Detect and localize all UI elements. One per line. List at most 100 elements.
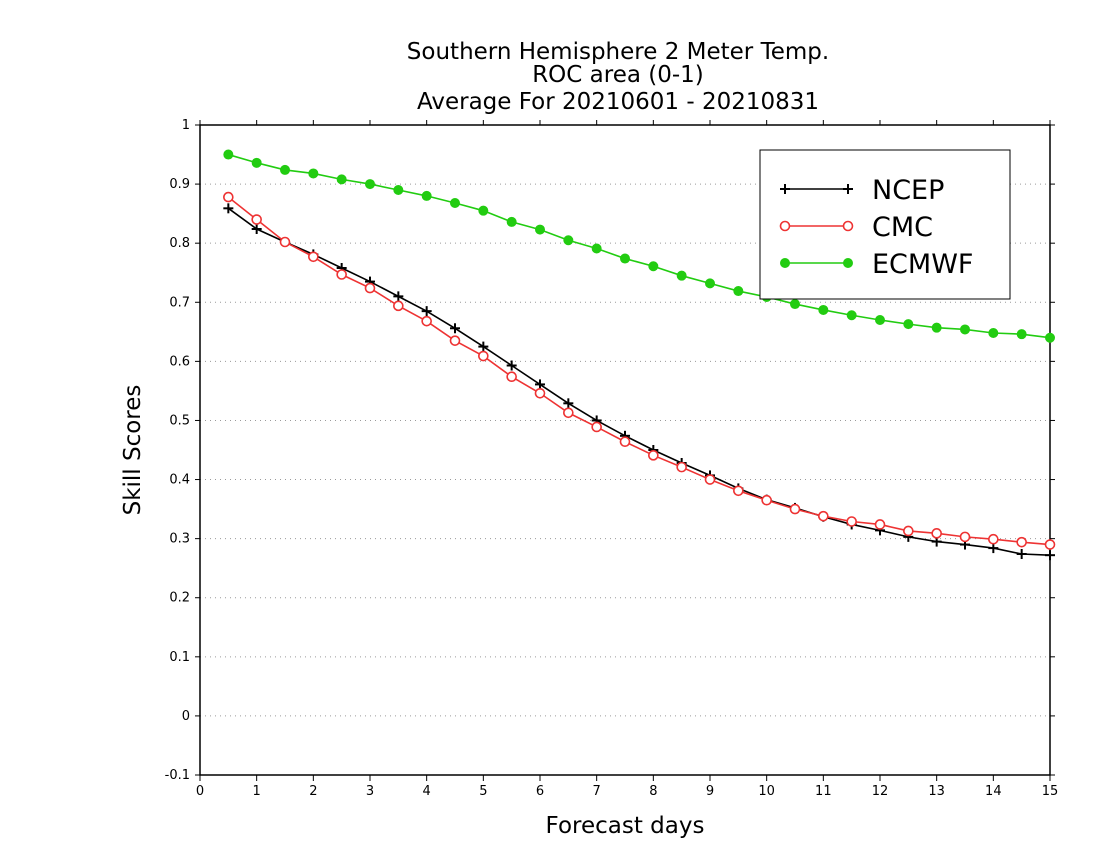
- data-point-ecmwf: [223, 149, 234, 160]
- grid: [200, 183, 1050, 717]
- data-point-cmc: [393, 300, 404, 312]
- legend-label-ecmwf: ECMWF: [872, 249, 973, 280]
- data-point-ncep: [478, 341, 489, 352]
- data-point-ecmwf: [960, 324, 970, 335]
- legend-entry-ncep: NCEP: [780, 175, 944, 206]
- legend-entry-cmc: CMC: [779, 212, 933, 243]
- data-point-ecmwf: [421, 190, 432, 201]
- data-point-ecmwf: [478, 205, 489, 216]
- data-point-ecmwf: [676, 270, 687, 281]
- x-tick-label: 14: [985, 784, 1002, 799]
- data-point-cmc: [619, 436, 631, 448]
- data-point-ecmwf: [308, 168, 319, 179]
- data-point-cmc: [818, 510, 829, 522]
- tick-labels: -0.100.10.20.30.40.50.60.70.80.910 1 2 3 4 5 6…: [165, 118, 1059, 799]
- y-tick-label: 0.6: [169, 354, 190, 369]
- data-point-ecmwf: [931, 322, 942, 333]
- chart-title-line-3: Average For 20210601 - 20210831: [417, 89, 819, 115]
- y-tick-label: 0.3: [169, 532, 190, 547]
- legend-label-ncep: NCEP: [872, 175, 944, 206]
- data-point-cmc: [223, 191, 234, 203]
- x-tick-label: 11: [815, 784, 832, 799]
- data-point-cmc: [308, 251, 319, 263]
- data-point-cmc: [903, 525, 914, 537]
- x-tick-label: 5: [479, 784, 487, 799]
- data-point-cmc: [704, 474, 716, 485]
- data-point-cmc: [648, 450, 659, 461]
- data-point-ncep: [1016, 549, 1027, 559]
- y-tick-label: 0.8: [169, 236, 190, 251]
- legend-label-cmc: CMC: [872, 212, 933, 243]
- data-point-cmc: [1044, 539, 1056, 550]
- y-tick-label: 0: [182, 709, 190, 724]
- legend-box: [759, 149, 1011, 300]
- series-cmc: [223, 191, 1056, 550]
- data-point-cmc: [364, 282, 376, 294]
- legend-marker-ecmwf: [780, 258, 790, 268]
- data-point-cmc: [676, 461, 687, 473]
- data-point-ecmwf: [620, 253, 630, 264]
- data-point-cmc: [789, 503, 801, 515]
- x-tick-label: 12: [872, 784, 889, 799]
- data-point-ecmwf: [336, 174, 347, 185]
- data-point-ecmwf: [875, 315, 885, 325]
- data-point-cmc: [959, 531, 971, 543]
- data-point-ecmwf: [280, 164, 290, 175]
- x-axis-label: Forecast days: [546, 813, 705, 839]
- legend-entry-ecmwf: ECMWF: [780, 249, 973, 280]
- x-tick-label: 7: [593, 784, 601, 799]
- x-tick-label: 1: [253, 784, 261, 799]
- data-point-ecmwf: [1045, 332, 1055, 343]
- x-tick-label: 15: [1042, 784, 1059, 799]
- data-point-cmc: [563, 407, 574, 419]
- data-point-ecmwf: [393, 185, 404, 195]
- data-point-ecmwf: [251, 157, 262, 168]
- data-point-ncep: [1045, 550, 1055, 561]
- data-point-ncep: [563, 398, 574, 409]
- x-tick-label: 0: [196, 784, 204, 799]
- data-point-ecmwf: [535, 224, 545, 235]
- data-point-ncep: [251, 224, 262, 234]
- x-tick-label: 10: [758, 784, 775, 799]
- legend-marker-ncep: [780, 184, 790, 194]
- legend-marker-cmc: [779, 220, 791, 232]
- y-tick-label: 0.9: [169, 177, 190, 192]
- y-tick-label: 0.1: [169, 650, 190, 665]
- legend: NCEP CMC ECMWF: [759, 149, 1011, 300]
- data-point-ecmwf: [365, 179, 375, 190]
- data-point-cmc: [988, 533, 999, 545]
- data-point-ncep: [506, 360, 517, 371]
- series-layer: [223, 149, 1056, 561]
- data-point-ecmwf: [988, 328, 999, 338]
- data-point-cmc: [336, 269, 347, 280]
- y-tick-label: 0.5: [169, 413, 190, 428]
- data-point-cmc: [279, 236, 291, 248]
- data-point-ncep: [223, 203, 234, 214]
- y-tick-label: 0.2: [169, 591, 190, 606]
- x-tick-label: 2: [309, 784, 317, 799]
- chart-title-line-2: ROC area (0-1): [532, 62, 704, 88]
- legend-marker-ecmwf: [843, 258, 853, 268]
- data-point-ecmwf: [846, 310, 857, 321]
- y-tick-label: -0.1: [165, 768, 190, 783]
- x-tick-label: 3: [366, 784, 374, 799]
- data-point-ecmwf: [563, 235, 574, 246]
- data-point-cmc: [506, 371, 517, 383]
- x-tick-label: 9: [706, 784, 714, 799]
- data-point-cmc: [1016, 536, 1027, 548]
- series-ecmwf: [223, 149, 1055, 343]
- x-tick-label: 8: [649, 784, 657, 799]
- y-tick-label: 0.4: [169, 473, 190, 488]
- legend-marker-cmc: [842, 220, 854, 232]
- data-point-ecmwf: [790, 299, 800, 310]
- data-point-cmc: [846, 516, 857, 527]
- y-tick-label: 0.7: [169, 295, 190, 310]
- data-point-cmc: [449, 335, 461, 346]
- chart-title-line-1: Southern Hemisphere 2 Meter Temp.: [407, 39, 829, 65]
- x-tick-label: 4: [423, 784, 431, 799]
- data-point-ncep: [988, 543, 999, 554]
- data-point-cmc: [251, 214, 262, 225]
- data-point-cmc: [733, 485, 744, 497]
- data-point-ecmwf: [705, 278, 715, 289]
